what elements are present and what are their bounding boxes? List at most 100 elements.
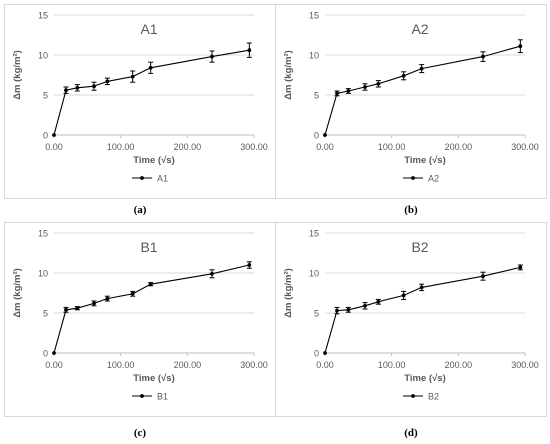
y-tick-label: 0	[43, 349, 48, 359]
y-tick-label: 10	[309, 269, 319, 279]
chart-title: A1	[140, 21, 157, 37]
data-point	[247, 263, 252, 267]
x-axis-label: Time (√s)	[404, 155, 445, 166]
data-point	[481, 274, 485, 279]
x-tick-label: 200.00	[174, 142, 202, 152]
x-tick-label: 100.00	[107, 142, 135, 152]
data-point	[346, 307, 351, 312]
x-tick-label: 300.00	[511, 142, 539, 152]
y-tick-label: 15	[309, 229, 319, 239]
caption-b: (b)	[404, 204, 418, 216]
data-point	[335, 308, 339, 313]
legend-label: A1	[157, 174, 168, 184]
x-tick-label: 0.00	[45, 360, 63, 370]
data-point	[105, 296, 110, 301]
data-point	[210, 54, 214, 59]
chart-frame	[275, 222, 547, 417]
legend-marker	[411, 176, 415, 180]
caption-a: (a)	[133, 204, 147, 216]
legend-label: B2	[428, 392, 439, 402]
chart-frame	[275, 4, 547, 199]
data-point	[75, 85, 80, 90]
y-axis-label: Δm (kg/m²)	[12, 50, 23, 100]
x-tick-label: 100.00	[378, 360, 406, 370]
data-point	[419, 285, 424, 290]
data-point	[148, 65, 153, 70]
y-tick-label: 0	[314, 349, 319, 359]
x-tick-label: 200.00	[445, 142, 473, 152]
data-point	[210, 271, 214, 276]
y-tick-label: 5	[43, 91, 48, 101]
y-axis-label: Δm (kg/m²)	[283, 50, 294, 100]
x-tick-label: 200.00	[445, 360, 473, 370]
data-point	[401, 73, 406, 78]
chart-svg-c: 0 5 10 15 0.00 100.00 200.00 300.00 B1 Time (√s) Δ…	[12, 229, 268, 402]
data-point	[363, 85, 367, 89]
data-point	[52, 133, 56, 137]
x-tick-label: 0.00	[45, 142, 63, 152]
x-tick-label: 0.00	[316, 360, 334, 370]
y-tick-label: 0	[314, 131, 319, 141]
chart-frame	[4, 222, 276, 417]
series-line	[324, 266, 521, 354]
x-axis-label: Time (√s)	[133, 373, 174, 384]
x-tick-label: 100.00	[378, 142, 406, 152]
data-point	[247, 48, 252, 53]
x-axis-label: Time (√s)	[404, 373, 445, 384]
y-tick-label: 15	[309, 11, 319, 21]
data-point	[518, 265, 523, 270]
y-tick-label: 10	[309, 51, 319, 61]
x-tick-label: 300.00	[511, 360, 539, 370]
data-point	[105, 79, 110, 84]
data-point	[376, 81, 381, 86]
y-axis-label: Δm (kg/m²)	[12, 268, 23, 318]
chart-svg-b: 0 5 10 15 0.00 100.00 200.00 300.00 A2 Time (√s) Δ…	[283, 11, 539, 184]
series-line	[53, 49, 250, 136]
data-point	[335, 91, 339, 96]
data-point	[376, 299, 381, 304]
data-point	[518, 44, 523, 49]
legend-marker	[411, 394, 415, 398]
chart-svg-a: 0 5 10 15 0.00 100.00 200.00 300.00 A1 Time (√s) Δ…	[12, 11, 268, 184]
y-axis-label: Δm (kg/m²)	[283, 268, 294, 318]
x-tick-label: 0.00	[316, 142, 334, 152]
data-point	[401, 293, 406, 298]
data-point	[52, 351, 56, 355]
data-point	[481, 54, 485, 59]
data-point	[64, 88, 68, 93]
legend-marker	[140, 176, 144, 180]
data-point	[130, 74, 135, 79]
data-point	[346, 89, 351, 93]
series-line	[324, 45, 521, 136]
data-point	[75, 306, 80, 311]
data-point	[323, 133, 327, 137]
chart-title: B1	[140, 239, 157, 255]
chart-svg-d: 0 5 10 15 0.00 100.00 200.00 300.00 B2 Time (√s) Δ…	[283, 229, 539, 402]
x-tick-label: 300.00	[240, 142, 268, 152]
y-tick-label: 5	[314, 309, 319, 319]
x-tick-label: 100.00	[107, 360, 135, 370]
data-point	[419, 66, 424, 71]
legend-marker	[140, 394, 144, 398]
data-point	[64, 307, 68, 312]
y-tick-label: 0	[43, 131, 48, 141]
y-tick-label: 15	[38, 11, 48, 21]
x-tick-label: 300.00	[240, 360, 268, 370]
series-line	[53, 264, 250, 354]
y-tick-label: 10	[38, 51, 48, 61]
data-point	[148, 282, 153, 287]
x-axis-label: Time (√s)	[133, 155, 174, 166]
y-tick-label: 5	[43, 309, 48, 319]
chart-frame	[4, 4, 276, 199]
y-tick-label: 15	[38, 229, 48, 239]
chart-title: B2	[411, 239, 428, 255]
data-point	[363, 303, 367, 308]
chart-panel-a: 0 5 10 15 0.00 100.00 200.00 300.00 A1 Time (√s) Δ…	[4, 4, 276, 199]
legend-label: B1	[157, 392, 168, 402]
legend-label: A2	[428, 174, 439, 184]
caption-d: (d)	[404, 427, 418, 439]
chart-panel-c: 0 5 10 15 0.00 100.00 200.00 300.00 B1 Time (√s) Δ…	[4, 222, 276, 417]
x-tick-label: 200.00	[174, 360, 202, 370]
data-point	[92, 84, 96, 89]
data-point	[92, 301, 96, 306]
